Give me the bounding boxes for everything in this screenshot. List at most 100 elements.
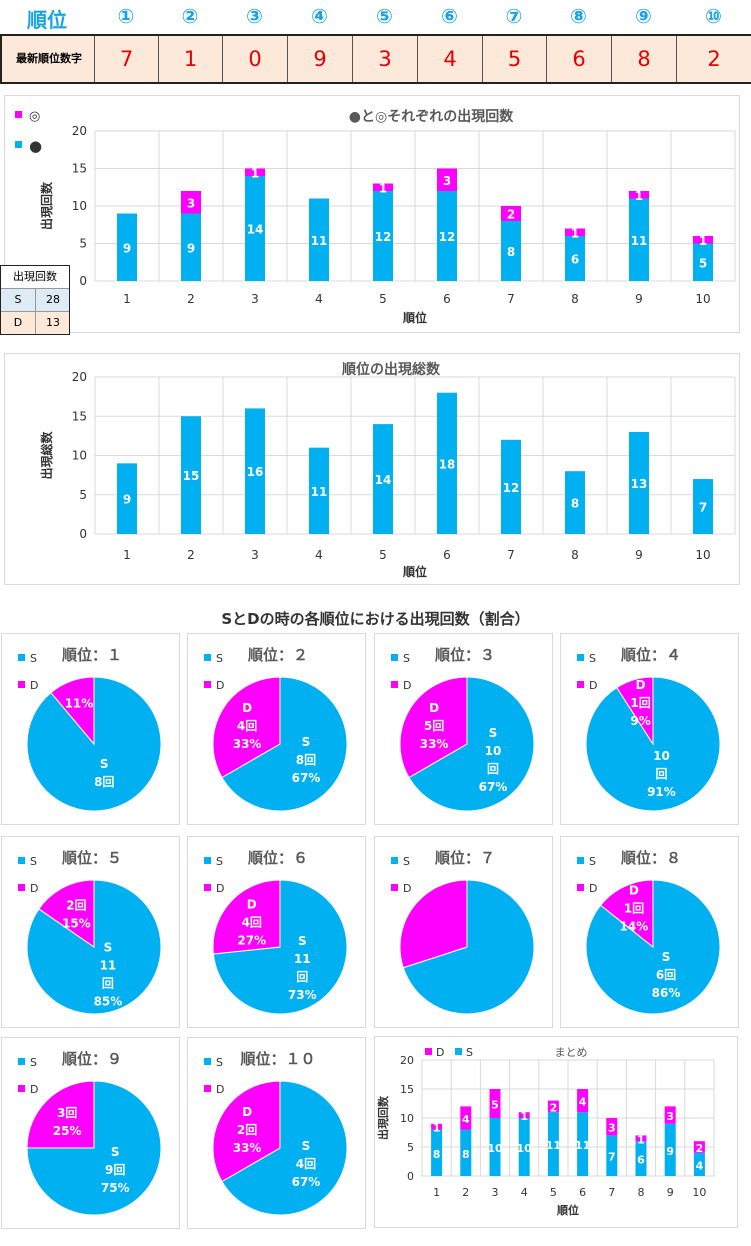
- pie-slice-s: [221, 1080, 348, 1216]
- pie-data-label: D: [629, 883, 639, 897]
- y-axis-label: 出現回数: [376, 1095, 390, 1140]
- pie-data-label: 33%: [420, 737, 449, 751]
- occurrence-row-d: D 13: [1, 312, 69, 334]
- bar-◎-10: [693, 236, 713, 244]
- x-tick-label: 4: [521, 1186, 528, 1199]
- bar-●-8: [565, 236, 585, 281]
- legend-swatch: [577, 681, 584, 688]
- bar-S-2: [460, 1129, 472, 1176]
- bar-value-label: 11: [631, 234, 648, 248]
- y-tick-label: 10: [72, 199, 87, 213]
- bar-value-label: 1: [520, 1110, 528, 1123]
- pie-slice-s: [221, 676, 348, 812]
- bar-D-10: [693, 1141, 705, 1153]
- pie-data-label: 14%: [620, 919, 649, 933]
- bar-value-label: 1: [635, 189, 643, 203]
- latest-digit-3: 0: [222, 36, 287, 82]
- bar-D-2: [460, 1106, 472, 1130]
- bar-value-label: 4: [462, 1113, 470, 1126]
- pie-data-label: 回: [296, 970, 308, 984]
- bar-S-1: [431, 1129, 443, 1176]
- bar-value-label: 14: [375, 473, 392, 487]
- pie-chart: 順位：９ S D S 9回 75% 3回 25%: [18, 1050, 162, 1216]
- legend-label: S: [216, 652, 223, 665]
- legend-swatch: [577, 654, 584, 661]
- bar-S-9: [664, 1123, 676, 1176]
- bar-value-label: 6: [637, 1154, 645, 1167]
- bar-value-label: 3: [187, 196, 195, 210]
- x-tick-label: 2: [462, 1186, 469, 1199]
- y-tick-label: 5: [407, 1141, 414, 1154]
- rank-circled-7: ⑦: [505, 4, 523, 28]
- pie-panel-10: 順位：１０ S D S 4回 67% D 2回 33%: [187, 1037, 366, 1229]
- bar-S-8: [635, 1141, 647, 1176]
- legend-swatch: [18, 1058, 25, 1065]
- x-tick-label: 8: [571, 548, 579, 562]
- pie-data-label: 1回: [630, 696, 650, 710]
- legend-label: S: [589, 652, 596, 665]
- pie-chart: 順位：５ S D S 11 回 85% 2回 15%: [18, 849, 162, 1015]
- rank-circled-6: ⑥: [441, 4, 458, 28]
- x-tick-label: 8: [571, 292, 579, 306]
- pie-chart: 順位：８ S D S 6回 86% D 1回 14%: [577, 849, 721, 1015]
- legend-label: D: [589, 882, 597, 895]
- bar-value-label: 10: [517, 1142, 533, 1155]
- rank-circled-4: ④: [311, 4, 328, 28]
- x-tick-label: 3: [251, 548, 259, 562]
- pie-chart: 順位：３ S D S 10 回 67% D 5回 33%: [391, 646, 535, 812]
- latest-digit-8: 6: [546, 36, 611, 82]
- summary-bar-chart: まとめ0510152081184210531014112511467376189…: [376, 1046, 715, 1217]
- bar-value-label: 10: [487, 1142, 503, 1155]
- bar-value-label: 13: [631, 477, 648, 491]
- pie-data-label: 11: [100, 959, 117, 973]
- latest-digit-1: 7: [94, 36, 158, 82]
- pie-title: 順位：９: [61, 1050, 122, 1068]
- pie-title: 順位：１０: [239, 1050, 315, 1068]
- bar-value-label: 9: [187, 241, 195, 255]
- bar-value-label: 3: [443, 174, 451, 188]
- bar-●-5: [373, 191, 393, 281]
- pie-chart: 順位：４ S D 10 回 91% D 1回 9%: [577, 646, 721, 812]
- legend-swatch: [204, 681, 211, 688]
- x-tick-label: 1: [123, 292, 131, 306]
- pie-title: 順位：３: [434, 646, 495, 664]
- pie-data-label: 67%: [292, 771, 321, 785]
- bar-出現総数-9: [629, 431, 649, 534]
- pie-panel-2: 順位：２ S D S 8回 67% D 4回 33%: [187, 633, 366, 825]
- bar-value-label: 7: [699, 501, 707, 515]
- pie-data-label: S: [302, 735, 311, 749]
- y-tick-label: 15: [400, 1083, 414, 1096]
- pie-panel-6: 順位：６ S D S 11 回 73% D 4回 27%: [187, 836, 366, 1028]
- pie-data-label: 回: [102, 977, 114, 991]
- legend-swatch: [204, 1085, 211, 1092]
- pie-slice-d: [616, 676, 654, 746]
- pie-slice-d: [212, 1080, 281, 1183]
- rank-circled-3: ③: [246, 4, 263, 28]
- pie-chart: 順位：１０ S D S 4回 67% D 2回 33%: [204, 1050, 348, 1216]
- legend-label: D: [436, 1046, 444, 1059]
- bar-value-label: 9: [666, 1145, 674, 1158]
- bar-value-label: 1: [433, 1122, 441, 1135]
- legend-swatch: [391, 681, 398, 688]
- pie-data-label: S: [104, 941, 113, 955]
- occurrence-table: 出現回数 S 28 D 13: [0, 265, 70, 335]
- bar-value-label: 12: [503, 481, 520, 495]
- bar-出現総数-2: [181, 416, 201, 534]
- x-tick-label: 9: [667, 1186, 674, 1199]
- pie-data-label: 4回: [296, 1157, 316, 1171]
- pie-slice-s: [26, 1080, 162, 1216]
- bar-value-label: 4: [579, 1096, 587, 1109]
- bar-value-label: 11: [575, 1139, 590, 1152]
- pie-panel-8: 順位：８ S D S 6回 86% D 1回 14%: [560, 836, 739, 1028]
- pie-data-label: 73%: [288, 988, 317, 1002]
- x-tick-label: 9: [635, 292, 643, 306]
- legend-label: S: [30, 855, 37, 868]
- legend-label: S: [403, 855, 410, 868]
- chart-title: 順位の出現総数: [342, 361, 441, 378]
- legend-swatch: [204, 884, 211, 891]
- legend-swatch: [391, 654, 398, 661]
- pie-title: 順位：５: [61, 849, 122, 867]
- pie-data-label: 11%: [65, 697, 94, 711]
- bar-出現総数-5: [373, 424, 393, 534]
- x-tick-label: 9: [635, 548, 643, 562]
